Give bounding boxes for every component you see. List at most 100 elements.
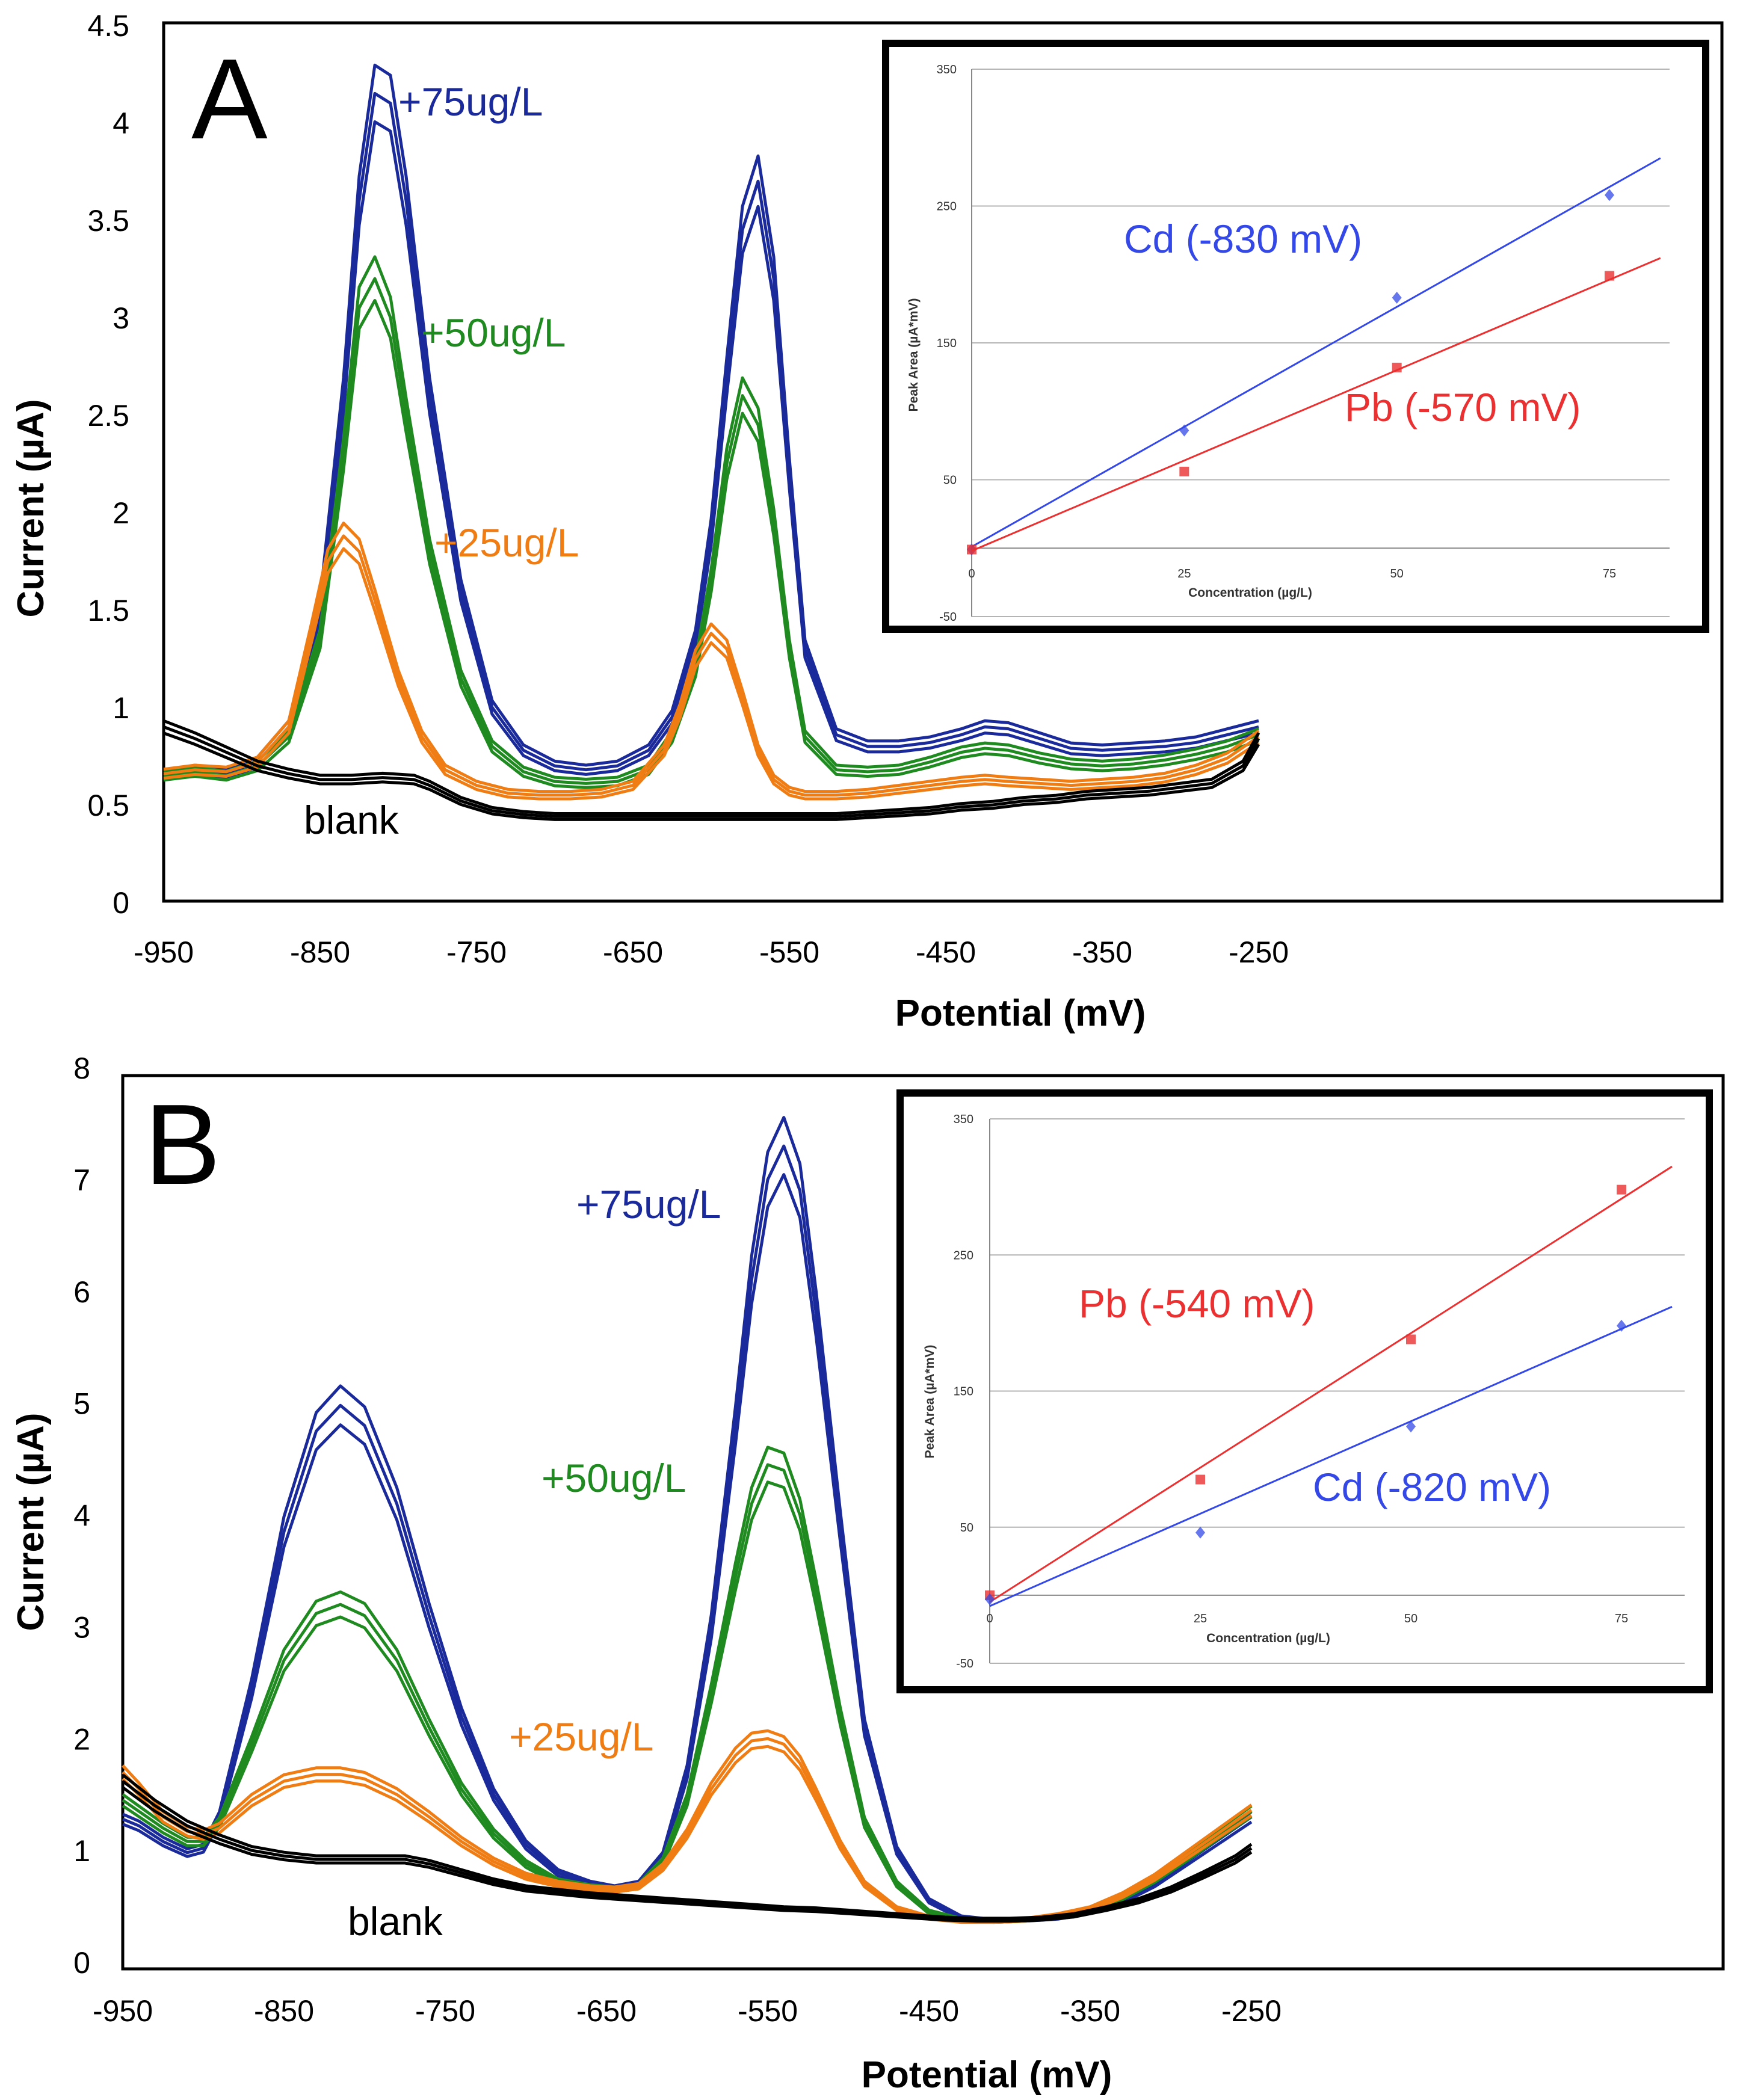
inset-y-tick-label: 50 (943, 474, 957, 487)
inset-point-cd (1406, 1420, 1416, 1433)
y-tick-label: 4 (73, 1499, 90, 1533)
panel-b-inset-y-ticks: -50 50 150 250 350 (954, 1113, 973, 1670)
inset-fit-line-cd (971, 157, 1661, 548)
x-tick-label: -650 (603, 935, 663, 969)
panel-a-label-25: +25ug/L (434, 520, 579, 565)
inset-y-tick-label: 250 (937, 200, 957, 214)
panel-a-x-axis-title: Potential (mV) (895, 993, 1146, 1034)
inset-y-tick-label: -50 (956, 1657, 973, 1670)
inset-point-pb (1406, 1334, 1416, 1344)
panel-b-label-blank: blank (348, 1899, 443, 1944)
y-tick-label: 2 (73, 1722, 90, 1756)
panel-b-label: B (144, 1081, 221, 1209)
panel-b-inset-label-cd: Cd (-820 mV) (1313, 1465, 1551, 1509)
x-tick-label: -350 (1072, 935, 1132, 969)
panel-a-label-blank: blank (304, 798, 399, 842)
panel-a-y-axis-title: Current (µA) (10, 399, 52, 618)
inset-y-tick-label: 350 (954, 1113, 973, 1126)
y-tick-label: 2.5 (87, 399, 129, 433)
y-tick-label: 5 (73, 1387, 90, 1421)
panel-b-inset-y-axis-title: Peak Area (µA*mV) (923, 1345, 937, 1459)
panel-a-inset: -50 50 150 250 350 0 25 50 75 Concentration (µg… (882, 40, 1709, 633)
inset-x-tick-label: 50 (1404, 1612, 1417, 1625)
series-line-25ugL-rep2 (163, 522, 1260, 793)
panel-b-plot-area (122, 1116, 1253, 1924)
panel-a-inset-x-axis-title: Concentration (µg/L) (1188, 586, 1312, 600)
series-line-75ugL-rep3 (163, 120, 1259, 782)
inset-point-pb (1195, 1474, 1205, 1485)
inset-x-tick-label: 75 (1603, 567, 1616, 580)
panel-b-frame (121, 1074, 1725, 1971)
x-tick-label: -750 (446, 935, 507, 969)
inset-fit-line-pb (971, 257, 1661, 552)
panel-a-inset-series (967, 157, 1661, 556)
y-tick-label: 8 (73, 1052, 90, 1085)
inset-y-tick-label: -50 (939, 611, 957, 624)
x-tick-label: -250 (1229, 935, 1289, 969)
y-tick-label: 1 (73, 1834, 90, 1868)
inset-point-pb (1605, 271, 1614, 281)
panel-a-inset-gridlines (971, 69, 1670, 617)
y-tick-label: 0 (73, 1946, 90, 1980)
x-tick-label: -550 (759, 935, 819, 969)
panel-b-label-75: +75ug/L (576, 1182, 721, 1227)
panel-b-inset-label-pb: Pb (-540 mV) (1079, 1281, 1315, 1326)
y-tick-label: 2 (113, 496, 129, 530)
panel-b-y-ticks: 0 1 2 3 4 5 6 7 8 (73, 1052, 90, 1980)
series-line-25ugL-rep3 (163, 547, 1260, 801)
x-tick-label: -450 (916, 935, 976, 969)
x-tick-label: -950 (134, 935, 194, 969)
y-tick-label: 7 (73, 1163, 90, 1197)
panel-a-x-ticks: -950 -850 -750 -650 -550 -450 -350 -250 (134, 935, 1289, 969)
inset-fit-line-cd (989, 1305, 1673, 1607)
y-tick-label: 3 (73, 1610, 90, 1644)
inset-point-cd (1179, 424, 1189, 437)
inset-x-tick-label: 0 (986, 1612, 993, 1625)
series-line-blank-rep2 (122, 1773, 1253, 1920)
inset-x-tick-label: 50 (1390, 567, 1404, 580)
panel-b-label-25: +25ug/L (509, 1714, 653, 1759)
y-tick-label: 4 (113, 106, 129, 140)
panel-a-label-75: +75ug/L (398, 79, 543, 124)
panel-a-plot-area (163, 63, 1260, 821)
x-tick-label: -350 (1060, 1994, 1120, 2028)
series-line-blank-rep1 (163, 725, 1260, 818)
inset-point-pb (1617, 1184, 1626, 1195)
inset-point-cd (1605, 189, 1614, 202)
panel-b-inset-series (985, 1165, 1673, 1607)
series-line-blank-rep3 (163, 731, 1260, 821)
panel-b-inset-x-axis-title: Concentration (µg/L) (1206, 1631, 1330, 1645)
series-line-75ugL-rep2 (163, 63, 1259, 773)
x-tick-label: -250 (1221, 1994, 1282, 2028)
series-line-50ugL-rep2 (163, 255, 1259, 781)
inset-point-cd (1617, 1319, 1626, 1332)
inset-point-pb (967, 544, 976, 555)
series-line-25ugL-rep1 (163, 534, 1260, 797)
inset-x-tick-label: 0 (968, 567, 975, 580)
y-tick-label: 3.5 (87, 204, 129, 238)
inset-y-tick-label: 250 (954, 1249, 973, 1262)
y-tick-label: 4.5 (87, 9, 129, 43)
inset-y-tick-label: 50 (960, 1521, 973, 1535)
x-tick-label: -550 (738, 1994, 798, 2028)
x-tick-label: -850 (254, 1994, 314, 2028)
panel-b-inset-gridlines (989, 1118, 1685, 1664)
panel-b-inset: -50 50 150 250 350 0 25 50 75 Concentration (µg… (896, 1089, 1713, 1693)
panel-a-inset-label-cd: Cd (-830 mV) (1124, 217, 1362, 261)
inset-point-cd (1392, 291, 1402, 304)
y-tick-label: 1.5 (87, 594, 129, 627)
inset-y-tick-label: 150 (937, 337, 957, 350)
inset-point-cd (1195, 1526, 1205, 1539)
panel-a-frame (162, 21, 1724, 903)
x-tick-label: -650 (576, 1994, 637, 2028)
inset-x-tick-label: 25 (1194, 1612, 1207, 1625)
x-tick-label: -850 (290, 935, 350, 969)
panel-a-inset-y-axis-title: Peak Area (µA*mV) (907, 298, 921, 412)
series-line-50ugL-rep1 (163, 277, 1259, 785)
panel-b-x-axis-title: Potential (mV) (862, 2054, 1112, 2096)
series-line-blank-rep3 (122, 1786, 1253, 1923)
x-tick-label: -450 (899, 1994, 959, 2028)
panel-a-inset-frame (882, 40, 1709, 633)
panel-b: B 0 1 2 3 4 5 6 7 8 -950 -850 -750 -650 -550 -450 -350… (10, 1052, 1725, 2096)
